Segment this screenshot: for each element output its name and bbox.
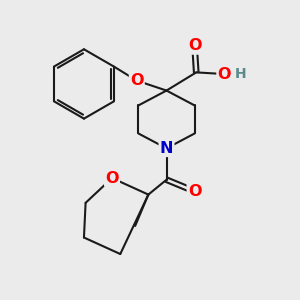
Text: O: O — [218, 67, 231, 82]
Text: H: H — [235, 67, 247, 81]
Text: O: O — [188, 38, 201, 53]
Text: N: N — [160, 141, 173, 156]
Text: O: O — [105, 171, 119, 186]
Text: O: O — [130, 73, 143, 88]
Text: O: O — [188, 184, 201, 199]
